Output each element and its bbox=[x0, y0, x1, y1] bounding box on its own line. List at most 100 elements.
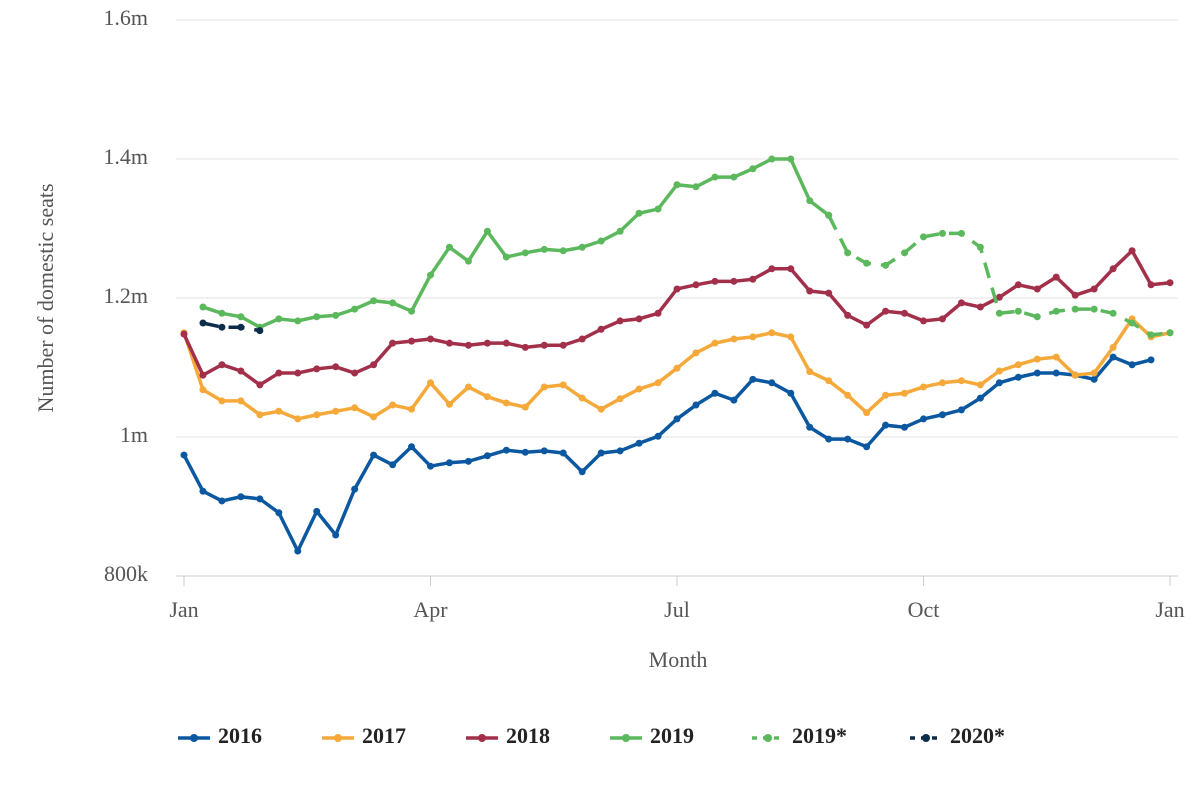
data-point bbox=[692, 349, 700, 357]
data-point bbox=[1014, 361, 1022, 369]
data-point bbox=[863, 259, 871, 267]
data-point bbox=[464, 383, 472, 391]
data-point bbox=[180, 451, 188, 459]
data-point bbox=[995, 293, 1003, 301]
data-point bbox=[957, 299, 965, 307]
data-point bbox=[768, 379, 776, 387]
data-point bbox=[1128, 247, 1136, 255]
data-point bbox=[294, 369, 302, 377]
data-point bbox=[635, 385, 643, 393]
data-point bbox=[673, 285, 681, 293]
data-point bbox=[218, 361, 226, 369]
x-axis-title: Month bbox=[649, 647, 708, 672]
data-point bbox=[882, 261, 890, 269]
data-point bbox=[1033, 285, 1041, 293]
data-point bbox=[711, 277, 719, 285]
data-point bbox=[370, 413, 378, 421]
data-point bbox=[199, 487, 207, 495]
data-point bbox=[237, 313, 245, 321]
legend-label: 2017 bbox=[362, 723, 406, 748]
x-tick-label: Jul bbox=[664, 597, 690, 622]
data-point bbox=[938, 229, 946, 237]
legend-marker bbox=[190, 734, 198, 742]
data-point bbox=[673, 415, 681, 423]
data-point bbox=[749, 333, 757, 341]
data-point bbox=[806, 368, 814, 376]
data-point bbox=[427, 379, 434, 387]
data-point bbox=[559, 247, 567, 255]
y-tick-label: 1.4m bbox=[103, 144, 148, 169]
data-point bbox=[237, 397, 245, 405]
data-point bbox=[483, 452, 491, 460]
data-point bbox=[502, 339, 510, 347]
data-point bbox=[218, 497, 226, 505]
data-point bbox=[825, 377, 833, 385]
y-axis-title: Number of domestic seats bbox=[33, 183, 58, 412]
data-point bbox=[920, 233, 927, 241]
legend-item: 2019 bbox=[610, 723, 694, 748]
data-point bbox=[1147, 356, 1155, 364]
data-point bbox=[540, 245, 548, 253]
data-point bbox=[920, 415, 927, 423]
data-point bbox=[521, 343, 529, 351]
data-point bbox=[635, 439, 643, 447]
data-point bbox=[749, 375, 757, 383]
data-point bbox=[313, 411, 321, 419]
x-tick-label: Apr bbox=[413, 597, 448, 622]
data-point bbox=[616, 227, 624, 235]
legend-item: 2018 bbox=[466, 723, 550, 748]
data-point bbox=[616, 447, 624, 455]
data-point bbox=[616, 317, 624, 325]
data-point bbox=[351, 369, 359, 377]
data-point bbox=[635, 315, 643, 323]
data-point bbox=[616, 395, 624, 403]
data-point bbox=[844, 249, 852, 257]
data-point bbox=[483, 393, 491, 401]
data-point bbox=[863, 443, 871, 451]
data-point bbox=[1109, 343, 1117, 351]
data-point bbox=[521, 249, 529, 257]
data-point bbox=[445, 339, 453, 347]
data-point bbox=[597, 449, 605, 457]
data-point bbox=[408, 443, 416, 451]
data-point bbox=[901, 249, 909, 257]
data-point bbox=[483, 339, 491, 347]
data-point bbox=[957, 377, 965, 385]
data-point bbox=[256, 327, 264, 335]
series-line bbox=[182, 355, 1152, 553]
data-point bbox=[332, 531, 340, 539]
data-point bbox=[370, 361, 378, 369]
data-point bbox=[218, 397, 226, 405]
data-point bbox=[711, 173, 719, 181]
x-tick-label: Jan bbox=[169, 597, 198, 622]
data-point bbox=[1071, 371, 1079, 379]
data-point bbox=[825, 289, 833, 297]
data-point bbox=[635, 209, 643, 217]
data-point bbox=[294, 415, 302, 423]
data-point bbox=[863, 321, 871, 329]
data-point bbox=[502, 399, 510, 407]
data-point bbox=[294, 317, 302, 325]
data-point bbox=[957, 406, 965, 414]
data-point bbox=[502, 253, 510, 261]
data-point bbox=[768, 329, 776, 337]
data-point bbox=[1109, 265, 1117, 273]
data-point bbox=[218, 323, 226, 331]
legend-label: 2019 bbox=[650, 723, 694, 748]
data-point bbox=[237, 367, 245, 375]
data-point bbox=[445, 243, 453, 251]
data-point bbox=[938, 411, 946, 419]
data-point bbox=[427, 462, 434, 470]
legend-marker bbox=[334, 734, 342, 742]
data-point bbox=[711, 339, 719, 347]
data-point bbox=[995, 379, 1003, 387]
data-point bbox=[711, 389, 719, 397]
y-tick-label: 1m bbox=[120, 422, 148, 447]
data-point bbox=[275, 369, 283, 377]
data-point bbox=[521, 403, 529, 411]
data-point bbox=[180, 330, 188, 338]
data-point bbox=[1090, 375, 1098, 383]
data-point bbox=[559, 449, 567, 457]
legend-item: 2016 bbox=[178, 723, 262, 748]
data-point bbox=[1071, 291, 1079, 299]
